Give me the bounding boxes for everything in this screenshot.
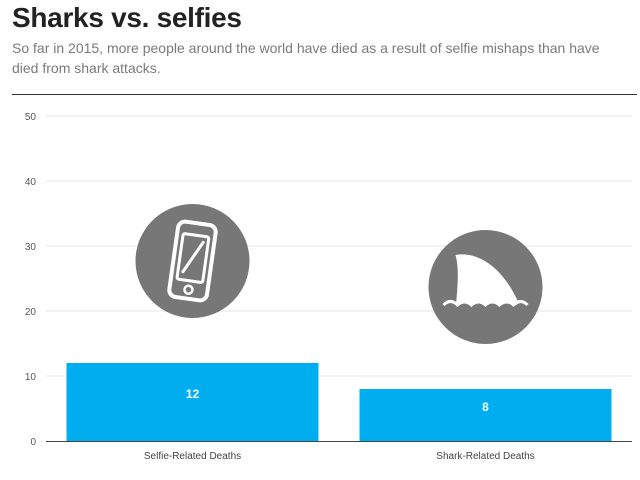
y-tick-label: 20 xyxy=(25,307,37,318)
gridlines xyxy=(46,115,632,377)
title-divider xyxy=(12,94,637,95)
y-tick-label: 30 xyxy=(25,242,37,253)
bar-value-label: 8 xyxy=(482,400,489,414)
y-tick-label: 50 xyxy=(25,112,37,123)
bar-value-label: 12 xyxy=(186,387,200,401)
x-axis-categories: Selfie-Related Deaths Shark-Related Death… xyxy=(144,451,535,462)
y-tick-label: 10 xyxy=(25,372,37,383)
chart-title: Sharks vs. selfies xyxy=(12,2,242,33)
bar xyxy=(359,389,612,441)
bar-icons xyxy=(135,204,543,344)
smartphone-icon xyxy=(135,204,250,318)
shark-fin-icon xyxy=(428,230,543,344)
chart-subtitle: So far in 2015, more people around the w… xyxy=(12,40,600,76)
x-category-label: Selfie-Related Deaths xyxy=(144,451,241,462)
bar xyxy=(66,363,319,441)
bar-chart: 0 10 20 30 40 50 12 8 Selfie-Related Deaths Sha… xyxy=(25,112,632,462)
x-category-label: Shark-Related Deaths xyxy=(436,451,534,462)
bars xyxy=(66,363,612,441)
bar-value-labels: 12 8 xyxy=(186,387,489,414)
y-axis-ticks: 0 10 20 30 40 50 xyxy=(25,112,37,448)
y-tick-label: 40 xyxy=(25,177,37,188)
y-tick-label: 0 xyxy=(30,437,36,448)
